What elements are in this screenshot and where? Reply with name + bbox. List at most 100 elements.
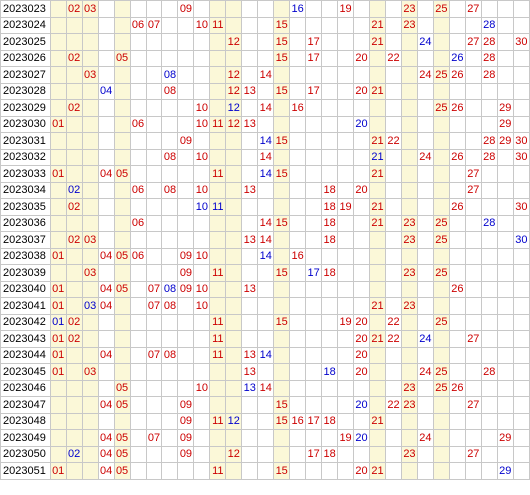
red-number-cell: 08 (161, 82, 179, 100)
period-cell: 2023032 (0, 148, 51, 166)
table-row: 2023031 09 14 15 21 22 28 29 30 (0, 132, 530, 150)
empty-cell (369, 66, 386, 84)
red-number-cell: 12 (225, 82, 243, 100)
red-number-cell: 06 (129, 214, 147, 232)
empty-cell (257, 0, 275, 18)
empty-cell (321, 379, 339, 397)
empty-cell (384, 412, 402, 430)
empty-cell (129, 412, 147, 430)
red-number-cell: 20 (353, 49, 371, 67)
empty-cell (337, 363, 355, 381)
empty-cell (369, 363, 386, 381)
red-number-cell: 18 (321, 231, 339, 249)
empty-cell (512, 297, 530, 315)
empty-cell (353, 445, 371, 463)
empty-cell (432, 280, 450, 298)
empty-cell (241, 214, 259, 232)
empty-cell (161, 214, 179, 232)
empty-cell (305, 16, 323, 34)
empty-cell (129, 264, 147, 282)
empty-cell (273, 330, 291, 348)
empty-cell (353, 264, 371, 282)
red-number-cell: 11 (209, 412, 227, 430)
red-number-cell: 17 (305, 412, 323, 430)
empty-cell (305, 198, 323, 216)
empty-cell (145, 313, 163, 331)
red-number-cell: 11 (209, 313, 227, 331)
empty-cell (129, 0, 147, 18)
empty-cell (161, 132, 179, 150)
empty-cell (97, 115, 115, 133)
empty-cell (113, 99, 131, 117)
empty-cell (480, 313, 498, 331)
empty-cell (225, 346, 243, 364)
red-number-cell: 14 (257, 148, 275, 166)
blue-number-cell: 10 (193, 198, 211, 216)
empty-cell (416, 99, 434, 117)
empty-cell (305, 214, 323, 232)
table-row: 2023027 03 08 12 14 24 25 26 28 (0, 66, 530, 84)
empty-cell (400, 429, 418, 447)
empty-cell (129, 396, 147, 414)
empty-cell (464, 379, 482, 397)
empty-cell (257, 82, 275, 100)
empty-cell (480, 280, 498, 298)
empty-cell (161, 33, 179, 51)
empty-cell (225, 330, 243, 348)
empty-cell (305, 247, 323, 265)
empty-cell (480, 198, 498, 216)
empty-cell (384, 346, 402, 364)
empty-cell (49, 214, 67, 232)
empty-cell (273, 346, 291, 364)
red-number-cell: 15 (273, 82, 291, 100)
empty-cell (129, 429, 147, 447)
empty-cell (49, 0, 67, 18)
empty-cell (209, 363, 227, 381)
empty-cell (193, 363, 211, 381)
empty-cell (369, 99, 386, 117)
red-number-cell: 15 (273, 396, 291, 414)
empty-cell (480, 82, 498, 100)
blue-number-cell: 02 (65, 181, 83, 199)
empty-cell (49, 99, 67, 117)
empty-cell (129, 231, 147, 249)
empty-cell (480, 297, 498, 315)
red-number-cell: 01 (49, 346, 67, 364)
table-row: 2023030 01 06 10 11 12 13 20 29 (0, 115, 530, 133)
empty-cell (177, 148, 195, 166)
empty-cell (496, 231, 514, 249)
empty-cell (177, 198, 195, 216)
empty-cell (353, 148, 371, 166)
empty-cell (400, 181, 418, 199)
empty-cell (512, 346, 530, 364)
blue-number-cell: 18 (321, 363, 339, 381)
empty-cell (369, 231, 386, 249)
red-number-cell: 18 (321, 445, 339, 463)
empty-cell (81, 462, 99, 480)
period-cell: 2023026 (0, 49, 51, 67)
empty-cell (321, 115, 339, 133)
empty-cell (81, 49, 99, 67)
empty-cell (353, 214, 371, 232)
empty-cell (113, 0, 131, 18)
empty-cell (321, 165, 339, 183)
empty-cell (337, 330, 355, 348)
red-number-cell: 25 (432, 313, 450, 331)
empty-cell (145, 363, 163, 381)
red-number-cell: 28 (480, 148, 498, 166)
empty-cell (81, 330, 99, 348)
empty-cell (129, 82, 147, 100)
period-cell: 2023029 (0, 99, 51, 117)
blue-number-cell: 01 (49, 313, 67, 331)
empty-cell (464, 280, 482, 298)
empty-cell (193, 396, 211, 414)
red-number-cell: 13 (241, 82, 259, 100)
red-number-cell: 23 (400, 16, 418, 34)
empty-cell (337, 247, 355, 265)
red-number-cell: 29 (496, 99, 514, 117)
empty-cell (225, 148, 243, 166)
empty-cell (448, 16, 466, 34)
empty-cell (289, 429, 307, 447)
empty-cell (65, 33, 83, 51)
empty-cell (369, 429, 386, 447)
